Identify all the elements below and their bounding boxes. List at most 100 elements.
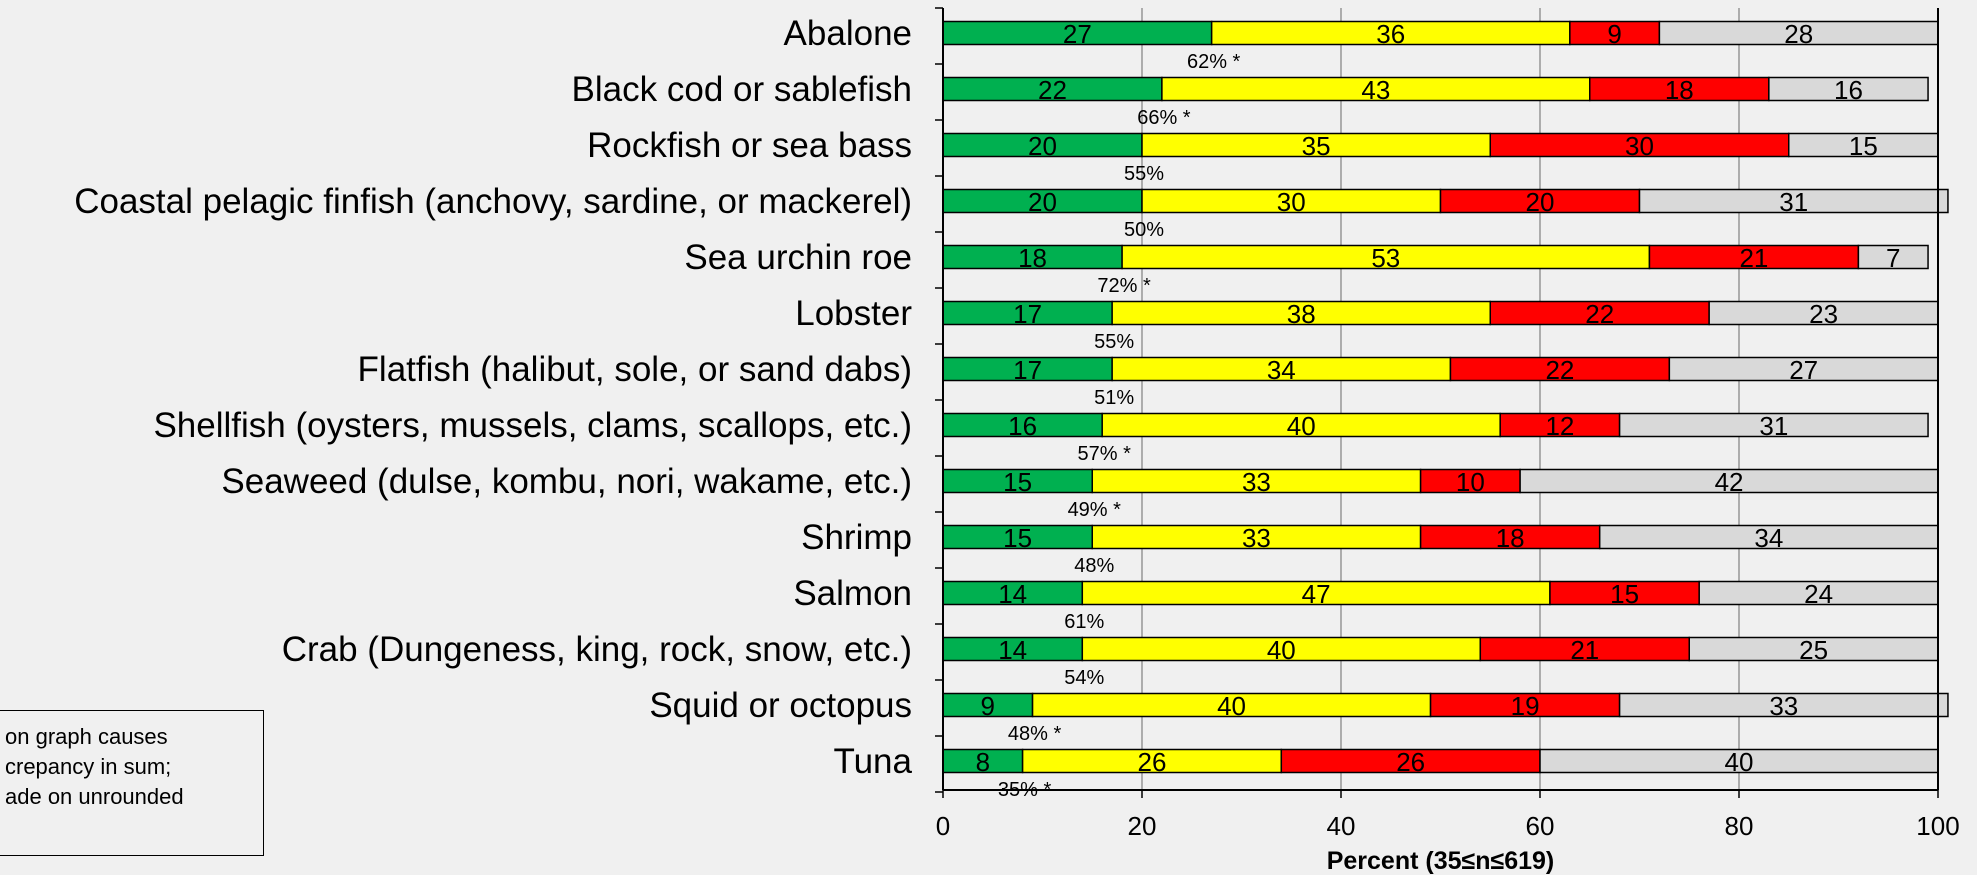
x-tick-label: 60 xyxy=(1526,811,1555,841)
footnote-box: on graph causes crepancy in sum; ade on … xyxy=(0,710,264,856)
bar-value-label: 40 xyxy=(1267,635,1296,665)
percent-annotation: 72% * xyxy=(1097,275,1151,297)
bar-value-label: 25 xyxy=(1799,635,1828,665)
x-tick-label: 100 xyxy=(1916,811,1959,841)
percent-annotation: 55% xyxy=(1124,163,1164,185)
bar-value-label: 22 xyxy=(1545,355,1574,385)
bar-value-label: 18 xyxy=(1018,243,1047,273)
bar-value-label: 12 xyxy=(1545,411,1574,441)
bar-value-label: 28 xyxy=(1784,19,1813,49)
bar-segment xyxy=(1638,188,1949,214)
bar-value-label: 18 xyxy=(1496,523,1525,553)
bar-value-label: 40 xyxy=(1725,747,1754,777)
bar-value-label: 18 xyxy=(1665,75,1694,105)
bar-value-label: 31 xyxy=(1779,187,1808,217)
footnote-line: crepancy in sum; xyxy=(5,754,172,779)
category-label: Flatfish (halibut, sole, or sand dabs) xyxy=(358,350,912,389)
percent-annotation: 48% xyxy=(1074,555,1114,577)
bar-value-label: 20 xyxy=(1526,187,1555,217)
bar-value-label: 10 xyxy=(1456,467,1485,497)
percent-annotation: 54% xyxy=(1064,667,1104,689)
bar-value-label: 36 xyxy=(1376,19,1405,49)
bar-value-label: 33 xyxy=(1769,691,1798,721)
percent-annotation: 35% * xyxy=(998,779,1052,801)
bar-value-label: 15 xyxy=(1003,467,1032,497)
percent-annotation: 66% * xyxy=(1137,107,1191,129)
bar-value-label: 53 xyxy=(1371,243,1400,273)
bar-value-label: 26 xyxy=(1396,747,1425,777)
axes xyxy=(935,7,1939,798)
bar-value-label: 9 xyxy=(1607,19,1621,49)
bar-value-label: 33 xyxy=(1242,523,1271,553)
bar-value-label: 15 xyxy=(1849,131,1878,161)
category-label: Sea urchin roe xyxy=(684,238,912,277)
x-tick-label: 40 xyxy=(1327,811,1356,841)
bars xyxy=(942,20,1949,774)
bar-segment xyxy=(1857,244,1929,270)
bar-value-label: 40 xyxy=(1217,691,1246,721)
bar-value-label: 24 xyxy=(1804,579,1833,609)
category-label: Coastal pelagic finfish (anchovy, sardin… xyxy=(74,182,912,221)
bar-value-label: 34 xyxy=(1754,523,1783,553)
category-label: Squid or octopus xyxy=(649,686,912,725)
bar-value-label: 22 xyxy=(1038,75,1067,105)
bar-value-label: 30 xyxy=(1277,187,1306,217)
bar-value-label: 35 xyxy=(1302,131,1331,161)
bar-value-label: 15 xyxy=(1610,579,1639,609)
bar-value-label: 19 xyxy=(1511,691,1540,721)
percent-annotation: 61% xyxy=(1064,611,1104,633)
bar-value-label: 21 xyxy=(1570,635,1599,665)
bar-segment xyxy=(1768,76,1929,102)
category-label: Crab (Dungeness, king, rock, snow, etc.) xyxy=(282,630,912,669)
bar-value-label: 16 xyxy=(1008,411,1037,441)
category-label: Abalone xyxy=(784,14,912,53)
bar-value-label: 14 xyxy=(998,579,1027,609)
bar-value-label: 30 xyxy=(1625,131,1654,161)
x-tick-label: 0 xyxy=(936,811,950,841)
percent-annotation: 62% * xyxy=(1187,51,1241,73)
bar-value-label: 14 xyxy=(998,635,1027,665)
footnote-line: ade on unrounded xyxy=(5,784,184,809)
bar-value-label: 42 xyxy=(1715,467,1744,497)
bar-value-label: 8 xyxy=(976,747,990,777)
footnote-line: on graph causes xyxy=(5,724,168,749)
labels: 27 36 9 28 Abalone 62% * 22 43 18 16 Black cod or … xyxy=(74,14,1959,875)
bar-value-label: 22 xyxy=(1585,299,1614,329)
percent-annotation: 51% xyxy=(1094,387,1134,409)
percent-annotation: 49% * xyxy=(1068,499,1122,521)
x-tick-label: 80 xyxy=(1725,811,1754,841)
percent-annotation: 48% * xyxy=(1008,723,1062,745)
category-label: Seaweed (dulse, kombu, nori, wakame, etc… xyxy=(221,462,912,501)
bar-value-label: 20 xyxy=(1028,187,1057,217)
bar-segment xyxy=(1618,692,1949,718)
category-label: Shrimp xyxy=(801,518,912,557)
bar-value-label: 43 xyxy=(1361,75,1390,105)
bar-value-label: 21 xyxy=(1739,243,1768,273)
bar-value-label: 23 xyxy=(1809,299,1838,329)
bar-value-label: 16 xyxy=(1834,75,1863,105)
bar-value-label: 15 xyxy=(1003,523,1032,553)
bar-value-label: 26 xyxy=(1137,747,1166,777)
category-label: Salmon xyxy=(793,574,912,613)
bar-value-label: 9 xyxy=(981,691,995,721)
bar-value-label: 38 xyxy=(1287,299,1316,329)
bar-segment xyxy=(1618,412,1929,438)
grid-lines xyxy=(1141,8,1939,790)
category-label: Rockfish or sea bass xyxy=(587,126,912,165)
category-label: Lobster xyxy=(795,294,912,333)
bar-value-label: 47 xyxy=(1302,579,1331,609)
percent-annotation: 55% xyxy=(1094,331,1134,353)
category-label: Black cod or sablefish xyxy=(572,70,912,109)
bar-value-label: 17 xyxy=(1013,355,1042,385)
bar-value-label: 33 xyxy=(1242,467,1271,497)
bar-value-label: 27 xyxy=(1789,355,1818,385)
bar-value-label: 17 xyxy=(1013,299,1042,329)
bar-value-label: 7 xyxy=(1886,243,1900,273)
x-tick-label: 20 xyxy=(1128,811,1157,841)
percent-annotation: 57% * xyxy=(1078,443,1132,465)
bar-value-label: 20 xyxy=(1028,131,1057,161)
bar-value-label: 34 xyxy=(1267,355,1296,385)
category-label: Shellfish (oysters, mussels, clams, scal… xyxy=(153,406,912,445)
percent-annotation: 50% xyxy=(1124,219,1164,241)
